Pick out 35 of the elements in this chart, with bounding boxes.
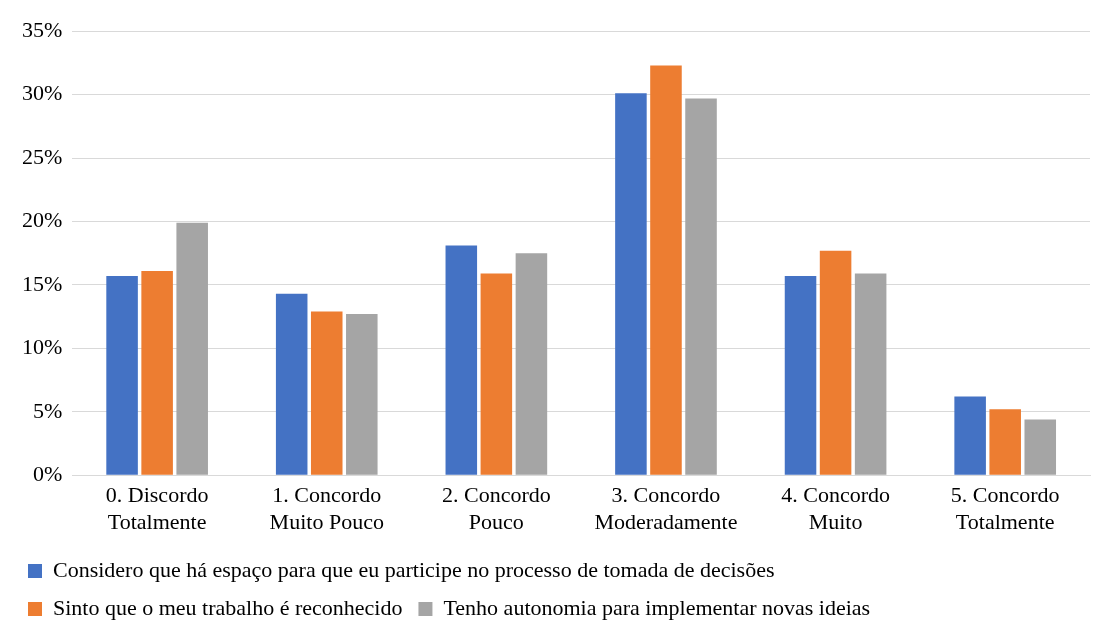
bar [346, 314, 378, 475]
bar [141, 270, 173, 475]
bar [1024, 419, 1057, 475]
bar [515, 253, 548, 475]
bar [854, 273, 887, 475]
bar [275, 293, 308, 475]
legend-label: Sinto que o meu trabalho é reconhecido [53, 594, 403, 620]
y-tick-label: 0% [33, 460, 63, 486]
y-tick-label: 30% [22, 80, 63, 106]
x-tick-label: 4. Concordo Muito [781, 482, 890, 534]
bar [480, 273, 513, 475]
y-tick-label: 15% [22, 270, 63, 296]
y-tick-label: 10% [22, 334, 63, 360]
bar [310, 311, 343, 475]
bar [445, 245, 478, 475]
y-tick-label: 35% [22, 16, 63, 42]
x-tick-label: 3. Concordo Moderadamente [594, 482, 738, 534]
y-tick-label: 20% [22, 207, 63, 233]
bar [615, 93, 647, 475]
x-tick-label: 5. Concordo Totalmente [950, 482, 1060, 534]
legend-label: Tenho autonomia para implementar novas ideias [443, 594, 871, 620]
bar [650, 65, 682, 475]
bar [106, 276, 138, 475]
bar [989, 409, 1021, 475]
bar [819, 250, 852, 475]
bar [176, 222, 208, 475]
legend-label: Considero que há espaço para que eu participe no processo de tomada de decisões [53, 556, 775, 582]
bar [784, 276, 817, 475]
x-tick-label: 0. Discordo Totalmente [105, 482, 209, 534]
bar [685, 98, 717, 475]
x-tick-label: 2. Concordo Pouco [441, 482, 551, 534]
x-tick-label: 1. Concordo Muito Pouco [269, 482, 384, 534]
y-tick-label: 5% [33, 397, 63, 423]
y-tick-label: 25% [22, 143, 63, 169]
bar [954, 396, 986, 475]
